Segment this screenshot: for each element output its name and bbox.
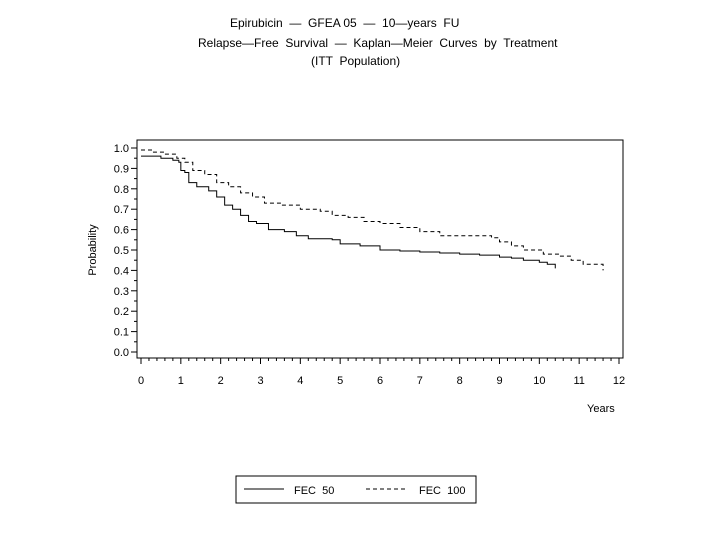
y-tick-label: 0.2 xyxy=(114,306,129,318)
x-tick-label: 9 xyxy=(496,375,502,387)
legend-label-fec50: FEC 50 xyxy=(294,485,334,497)
y-tick-label: 0.5 xyxy=(114,245,129,257)
y-tick-label: 0.0 xyxy=(114,347,129,359)
x-tick-label: 7 xyxy=(417,375,423,387)
y-tick-label: 1.0 xyxy=(114,143,129,155)
chart-title-line-1: Epirubicin — GFEA 05 — 10—years FU xyxy=(230,16,460,30)
legend-label-fec100: FEC 100 xyxy=(419,485,465,497)
y-tick-label: 0.4 xyxy=(114,265,129,277)
y-tick-label: 0.1 xyxy=(114,327,129,339)
x-tick-label: 6 xyxy=(377,375,383,387)
x-tick-label: 1 xyxy=(178,375,184,387)
x-tick-label: 8 xyxy=(457,375,463,387)
legend-box xyxy=(235,475,477,504)
y-tick-label: 0.3 xyxy=(114,286,129,298)
km-curve-fec50 xyxy=(141,155,556,269)
y-axis-label: Probability xyxy=(87,224,99,276)
y-tick-label: 0.8 xyxy=(114,184,129,196)
x-tick-label: 0 xyxy=(138,375,144,387)
km-curve-fec100 xyxy=(141,149,604,271)
y-tick-label: 0.9 xyxy=(114,163,129,175)
x-tick-label: 11 xyxy=(573,375,584,387)
x-tick-label: 5 xyxy=(337,375,343,387)
x-tick-label: 2 xyxy=(218,375,224,387)
x-axis-label: Years xyxy=(587,403,615,415)
chart-title-line-2: Relapse—Free Survival — Kaplan—Meier Cur… xyxy=(198,36,558,50)
x-tick-label: 4 xyxy=(297,375,303,387)
x-tick-label: 12 xyxy=(613,375,625,387)
y-tick-label: 0.6 xyxy=(114,225,129,237)
chart-title-line-3: (ITT Population) xyxy=(311,54,401,68)
x-tick-label: 3 xyxy=(257,375,263,387)
x-tick-label: 10 xyxy=(533,375,545,387)
y-tick-label: 0.7 xyxy=(114,204,129,216)
